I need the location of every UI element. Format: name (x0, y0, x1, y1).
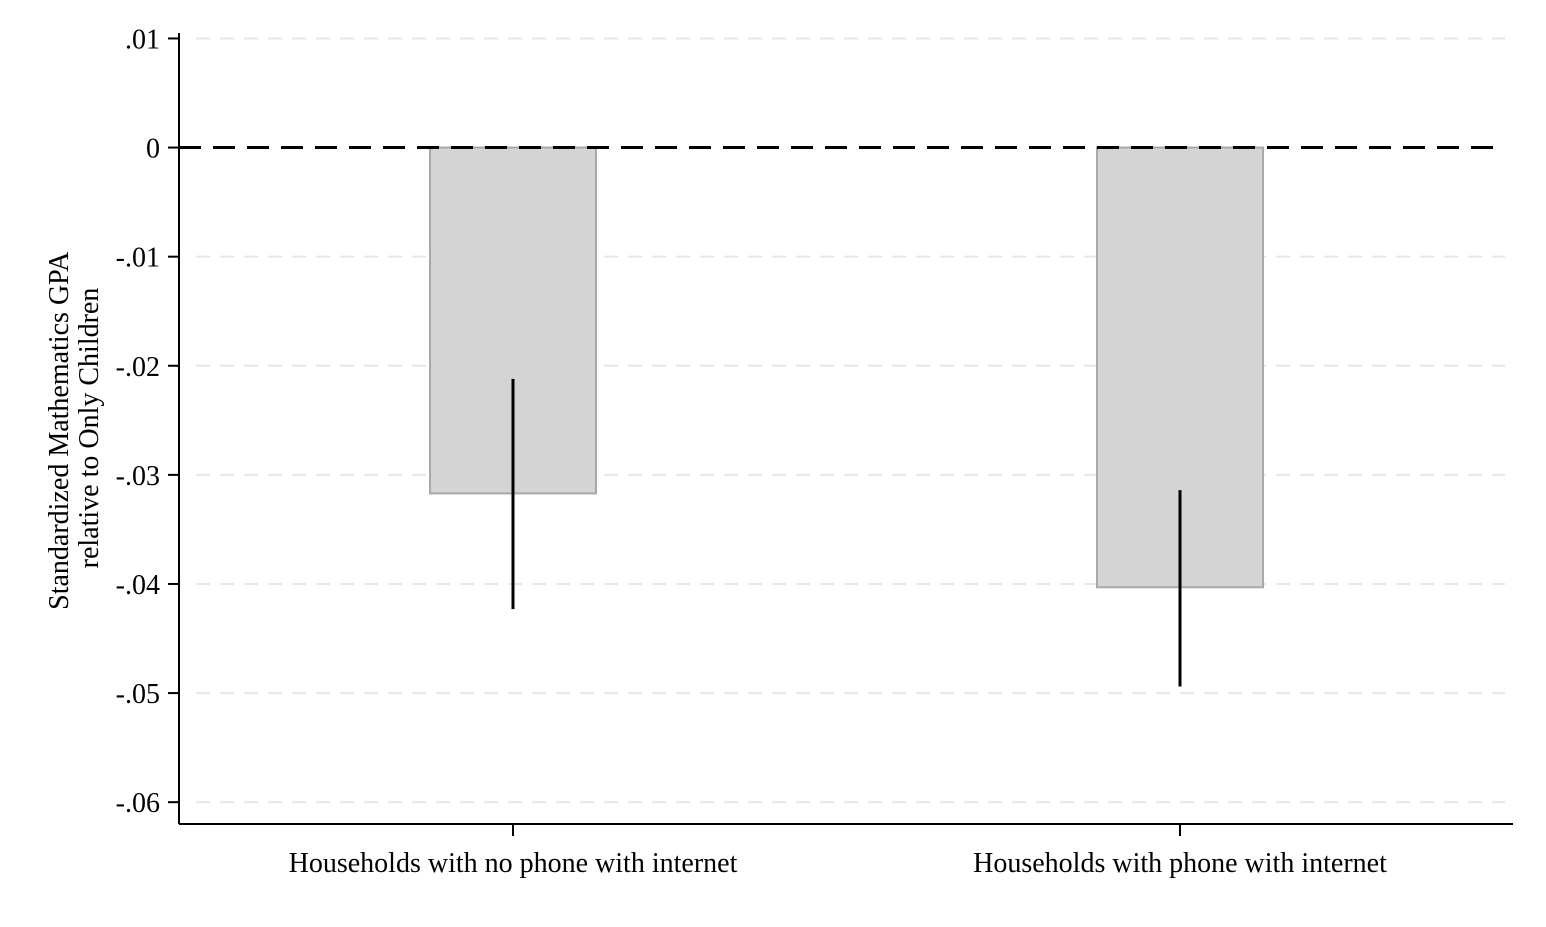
x-tick-label: Households with phone with internet (973, 848, 1387, 879)
y-tick-label: -.01 (116, 243, 160, 274)
x-tick-label: Households with no phone with internet (289, 848, 738, 879)
grid-lines (196, 37, 1505, 804)
x-ticks: Households with no phone with internet Ho… (289, 824, 1387, 879)
y-tick-label: .01 (125, 24, 160, 55)
y-axis-title-line-2: relative to Only Children (74, 288, 105, 569)
y-ticks: .01 0 -.01 -.02 -.03 -.04 -.05 -.06 (116, 24, 179, 819)
confidence-intervals (511, 378, 1182, 687)
y-tick-label: -.04 (116, 570, 160, 601)
y-tick-label: -.02 (116, 352, 160, 383)
bars (429, 146, 1264, 589)
axes (178, 33, 1513, 825)
y-axis-title: Standardized Mathematics GPA relative to… (44, 246, 105, 610)
y-tick-label: -.05 (116, 679, 160, 710)
y-tick-label: -.03 (116, 461, 160, 492)
y-axis-title-line-1: Standardized Mathematics GPA (44, 251, 75, 610)
y-tick-label: 0 (146, 134, 160, 165)
y-tick-label: -.06 (116, 788, 160, 819)
